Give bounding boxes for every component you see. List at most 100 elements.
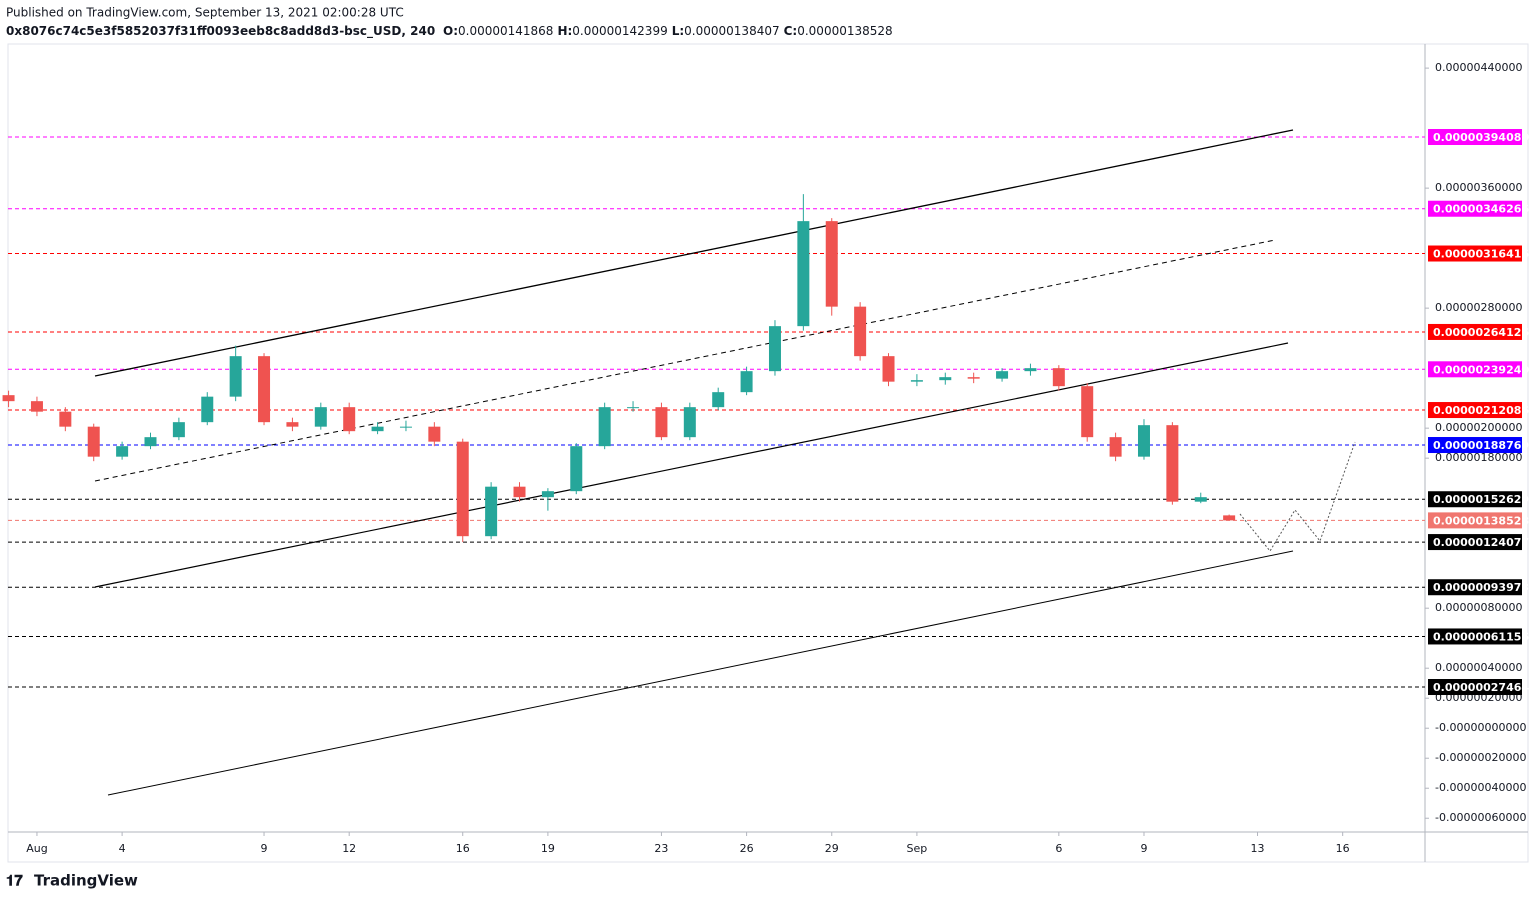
level-label-bg xyxy=(1428,491,1522,508)
channel-lower xyxy=(94,342,1289,588)
y-tick-label: 0.00000080000 xyxy=(1435,601,1522,614)
y-tick-label: 0.00000360000 xyxy=(1435,181,1522,194)
candle-body xyxy=(59,411,72,427)
candle-body xyxy=(655,407,668,438)
level-label-bg xyxy=(1428,128,1522,145)
candle-body xyxy=(1052,368,1065,387)
candle-body xyxy=(456,441,469,537)
candle-body xyxy=(258,356,271,423)
candle-body xyxy=(967,377,980,379)
level-label-bg xyxy=(1428,323,1522,340)
y-tick-label: -0.00000040000 xyxy=(1435,781,1526,794)
level-label: 0.00000264126 xyxy=(1433,326,1529,339)
candle-body xyxy=(513,486,526,498)
level-label: 0.00000138528 xyxy=(1433,514,1529,527)
candle-body xyxy=(343,407,356,432)
candle-body xyxy=(598,407,611,447)
candle-body xyxy=(399,426,412,428)
level-label: 0.00000212086 xyxy=(1433,404,1529,417)
x-tick-label: 23 xyxy=(654,842,668,855)
candle-body xyxy=(485,486,498,537)
levels xyxy=(8,136,1425,688)
candle-body xyxy=(996,371,1009,379)
ohlc-value: 0.00000142399 xyxy=(572,24,667,38)
x-tick-label: 13 xyxy=(1251,842,1265,855)
x-tick-label: 29 xyxy=(825,842,839,855)
candle-body xyxy=(314,407,327,427)
brand-logo: 𝟏𝟕 xyxy=(6,872,23,890)
level-label: 0.00000093973 xyxy=(1433,581,1529,594)
level-label: 0.00000061156 xyxy=(1433,630,1529,643)
candle-body xyxy=(229,356,242,397)
x-tick-label: 26 xyxy=(740,842,754,855)
candle-body xyxy=(371,426,384,432)
y-tick-label: 0.00000180000 xyxy=(1435,451,1522,464)
level-label: 0.00000239240 xyxy=(1433,363,1529,376)
candle-body xyxy=(882,356,895,382)
published: Published on TradingView.com, September … xyxy=(6,6,404,20)
ohlc-value: 0.00000138407 xyxy=(684,24,779,38)
y-tick-label: 0.00000440000 xyxy=(1435,61,1522,74)
candle-body xyxy=(910,380,923,382)
candle-body xyxy=(286,422,299,427)
ohlc-value: 0.00000138528 xyxy=(797,24,892,38)
ohlc-key: H: xyxy=(557,24,572,38)
candle-body xyxy=(201,396,214,423)
candles xyxy=(2,194,1236,543)
ohlc-value: 0.00000141868 xyxy=(458,24,553,38)
level-label: 0.00000316416 xyxy=(1433,248,1529,261)
candle-body xyxy=(30,401,43,412)
level-label-bg xyxy=(1428,361,1522,378)
candle-body xyxy=(683,407,696,438)
level-label: 0.00000346266 xyxy=(1433,203,1529,216)
axis-labels: 0.00000440000 0.00000360000 0.00000280000 0… xyxy=(26,61,1529,855)
ohlc-key: C: xyxy=(784,24,798,38)
level-label-bg xyxy=(1428,512,1522,529)
x-tick-label: Sep xyxy=(907,842,928,855)
brand-name: TradingView xyxy=(34,872,138,890)
ohlc-key: L: xyxy=(672,24,684,38)
channel-mid xyxy=(94,239,1276,482)
candle-body xyxy=(740,371,753,393)
y-tick-label: -0.00000000000 xyxy=(1435,721,1526,734)
y-tick-label: -0.00000060000 xyxy=(1435,811,1526,824)
candle-body xyxy=(627,407,640,409)
level-label-bg xyxy=(1428,679,1522,696)
candle-body xyxy=(1024,368,1037,372)
level-label: 0.00000124077 xyxy=(1433,536,1529,549)
x-tick-label: 19 xyxy=(541,842,555,855)
candle-body xyxy=(854,306,867,357)
level-label: 0.00000027464 xyxy=(1433,681,1529,694)
candle-body xyxy=(939,377,952,381)
level-label-bg xyxy=(1428,200,1522,217)
level-label: 0.00000188769 xyxy=(1433,439,1529,452)
level-label-bg xyxy=(1428,402,1522,419)
brand: 𝟏𝟕 TradingView xyxy=(6,872,138,890)
x-tick-label: 12 xyxy=(342,842,356,855)
level-label: 0.00000394080 xyxy=(1433,131,1529,144)
candle-body xyxy=(1194,497,1207,502)
x-tick-label: 9 xyxy=(261,842,268,855)
x-tick-label: 16 xyxy=(1336,842,1350,855)
candle-body xyxy=(541,491,554,498)
x-tick-label: 4 xyxy=(119,842,126,855)
frame xyxy=(7,43,1529,863)
candle-body xyxy=(712,392,725,408)
y-tick-label: 0.00000040000 xyxy=(1435,661,1522,674)
level-label-bg xyxy=(1428,437,1522,454)
ohlc-key: O: xyxy=(443,24,458,38)
candle-body xyxy=(116,446,129,457)
candle-body xyxy=(797,221,810,327)
candle-body xyxy=(570,446,583,492)
candle-body xyxy=(1166,425,1179,502)
candle-body xyxy=(825,221,838,307)
candle-body xyxy=(172,422,185,438)
y-tick-label: 0.00000200000 xyxy=(1435,421,1522,434)
candle-body xyxy=(428,426,441,442)
candle-body xyxy=(1081,386,1094,438)
symbol: 0x8076c74c5e3f5852037f31ff0093eeb8c8add8… xyxy=(6,24,435,39)
symbol-line: 0x8076c74c5e3f5852037f31ff0093eeb8c8add8… xyxy=(6,24,893,39)
level-label-bg xyxy=(1428,245,1522,262)
